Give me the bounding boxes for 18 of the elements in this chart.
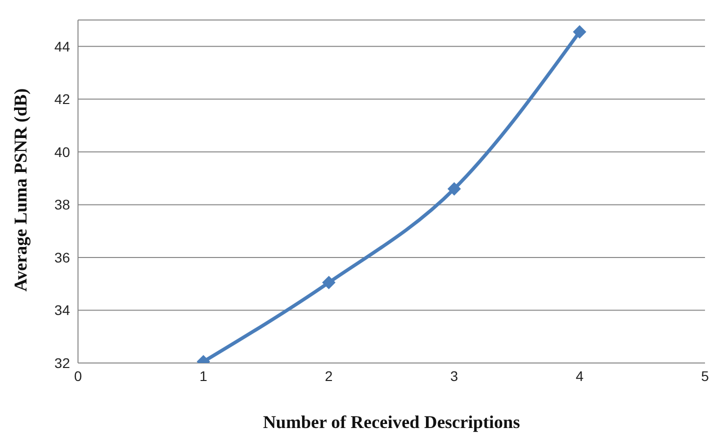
point [448,182,461,196]
x-tick-label: 3 [450,368,458,384]
y-tick-label: 36 [54,249,70,266]
x-tick-label: 5 [701,368,710,384]
y-tick-label: 34 [54,302,70,318]
y-tick-label: 42 [54,91,70,108]
y-axis-title: Average Luma PSNR (dB) [10,88,30,292]
x-tick-label: 4 [576,368,584,384]
x-tick-label: 1 [200,368,208,384]
x-tick-label: 0 [74,368,82,384]
y-tick-label: 38 [54,196,70,213]
y-tick-label: 44 [54,38,70,54]
y-tick-label: 32 [54,354,70,371]
y-tick-label: 40 [54,144,70,160]
x-tick-label: 2 [324,368,333,384]
x-axis-title: Number of Received Descriptions [262,412,520,432]
point [322,276,336,290]
point [573,25,586,38]
